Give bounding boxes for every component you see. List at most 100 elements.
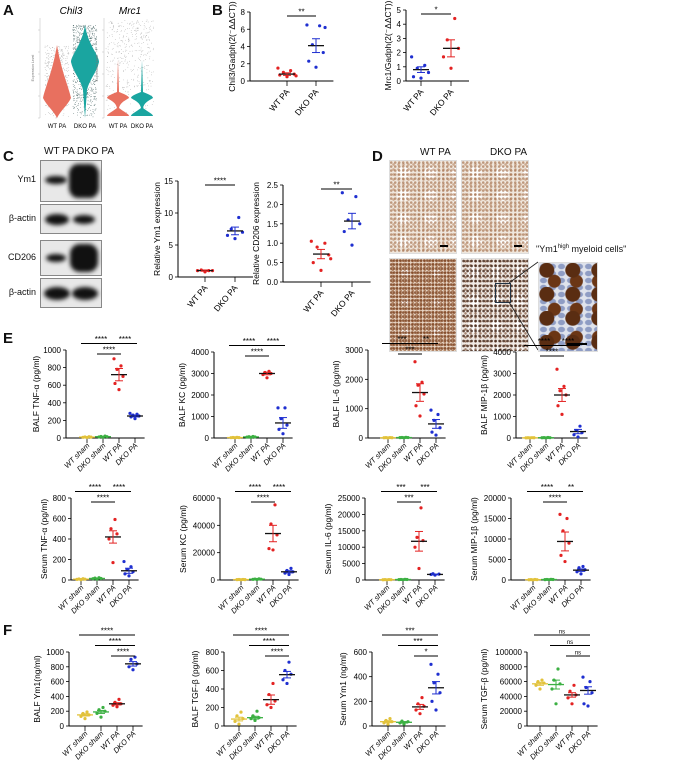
- cell-dot: [83, 27, 85, 28]
- cell-dot: [59, 54, 61, 56]
- cell-dot: [112, 23, 114, 24]
- group-wt-sham: [379, 577, 395, 582]
- significance-label: ****: [109, 637, 121, 646]
- y-axis-label: BALF Ym1(ng/ml): [32, 655, 42, 723]
- cell-dot: [151, 42, 152, 44]
- group-dko-pa: [573, 564, 589, 576]
- cell-dot: [47, 45, 49, 46]
- y-tick-label: 4: [397, 20, 402, 29]
- cell-dot: [121, 40, 123, 42]
- cell-dot: [111, 23, 112, 24]
- cell-dot: [95, 88, 97, 90]
- cell-dot: [137, 57, 139, 59]
- cell-dot: [128, 82, 130, 84]
- significance-label: ****: [89, 483, 101, 492]
- cell-dot: [121, 30, 122, 32]
- cell-dot: [74, 48, 76, 50]
- cell-dot: [67, 67, 69, 68]
- cell-dot: [49, 68, 51, 70]
- cell-dot: [95, 38, 96, 40]
- cell-dot: [78, 83, 80, 85]
- cell-dot: [124, 54, 126, 56]
- data-point: [133, 417, 137, 421]
- data-point: [321, 50, 325, 55]
- cell-dot: [149, 39, 150, 41]
- cell-dot: [96, 50, 98, 52]
- cell-dot: [106, 32, 108, 34]
- cell-dot: [65, 79, 67, 81]
- y-tick-label: 200: [354, 697, 368, 706]
- cell-dot: [72, 106, 74, 107]
- y-tick-label: 10000: [484, 535, 507, 544]
- cell-dot: [73, 73, 74, 74]
- data-point: [289, 566, 293, 570]
- data-point: [229, 227, 233, 231]
- y-tick-label: 2.0: [267, 200, 279, 209]
- data-point: [582, 702, 586, 706]
- cell-dot: [66, 57, 68, 59]
- cell-dot: [62, 56, 64, 58]
- cell-dot: [73, 30, 75, 31]
- data-point: [276, 66, 280, 70]
- cell-dot: [81, 26, 83, 27]
- cell-dot: [78, 28, 80, 29]
- cell-dot: [77, 93, 79, 95]
- panel-letter-c: C: [3, 148, 14, 165]
- cell-dot: [45, 52, 47, 54]
- cell-dot: [73, 29, 75, 31]
- cell-dot: [67, 70, 68, 72]
- cell-dot: [73, 44, 74, 45]
- cell-dot: [72, 80, 74, 82]
- blot-label-ym1: Ym1: [17, 174, 36, 184]
- cell-dot: [96, 39, 97, 40]
- cell-dot: [46, 46, 48, 47]
- cell-dot: [112, 74, 114, 75]
- cell-dot: [93, 82, 95, 84]
- data-point: [586, 704, 590, 708]
- data-point: [99, 715, 103, 719]
- data-point: [558, 512, 562, 517]
- cell-dot: [89, 101, 91, 103]
- cell-dot: [62, 68, 64, 69]
- data-point: [113, 381, 117, 386]
- cell-dot: [80, 99, 81, 101]
- group-dko-pa: [275, 406, 291, 436]
- cell-dot: [95, 28, 97, 30]
- cell-dot: [46, 80, 48, 82]
- cell-dot: [48, 52, 49, 54]
- y-tick-label: 2000: [493, 391, 511, 400]
- cell-dot: [92, 27, 94, 29]
- cell-dot: [80, 32, 81, 34]
- cell-dot: [107, 55, 108, 57]
- significance-label: ****: [263, 637, 275, 646]
- cell-dot: [143, 28, 145, 30]
- violin-chil3-wt-pa: [43, 45, 71, 118]
- micro-col-wt: WT PA: [420, 147, 451, 158]
- data-point: [283, 406, 287, 410]
- cell-dot: [148, 46, 150, 48]
- y-tick-label: 0: [502, 576, 507, 585]
- cell-dot: [73, 47, 75, 49]
- cell-dot: [96, 41, 97, 42]
- data-point: [434, 708, 438, 712]
- cell-dot: [112, 35, 113, 37]
- cell-dot: [93, 44, 95, 45]
- cell-dot: [89, 95, 90, 96]
- cell-dot: [129, 40, 131, 42]
- cell-dot: [147, 83, 149, 84]
- cell-dot: [87, 91, 88, 93]
- cell-dot: [108, 105, 110, 107]
- cell-dot: [73, 69, 74, 71]
- violin-ylabel: Expression Level: [95, 54, 99, 81]
- cell-dot: [125, 39, 126, 41]
- cell-dot: [150, 80, 151, 82]
- cell-dot: [135, 33, 136, 35]
- cell-dot: [47, 55, 49, 56]
- cell-dot: [49, 46, 50, 48]
- cell-dot: [135, 31, 137, 32]
- cell-dot: [119, 34, 121, 36]
- cell-dot: [132, 54, 133, 56]
- data-point: [538, 687, 542, 691]
